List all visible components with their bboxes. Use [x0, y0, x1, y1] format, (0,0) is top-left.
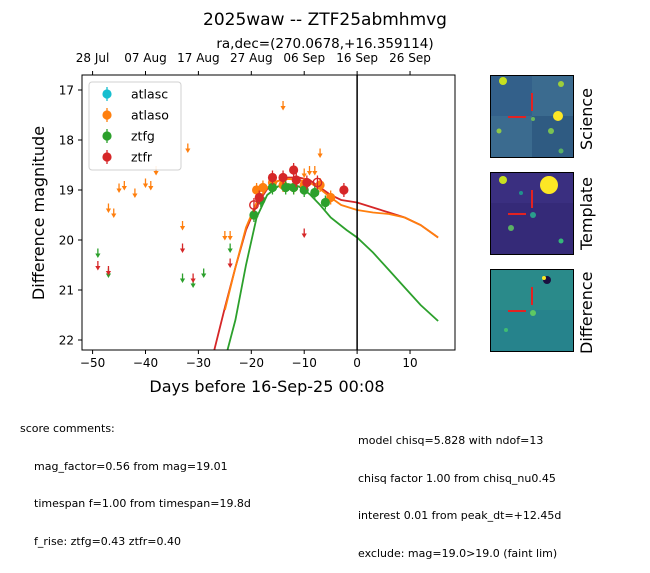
legend-entry-atlasc: atlasc	[102, 87, 168, 102]
upper-limit-atlaso	[317, 148, 323, 158]
upper-limit-atlaso	[280, 101, 286, 111]
upper-limit-atlaso	[179, 221, 186, 231]
score-comment-line: mag_factor=0.56 from mag=19.01	[34, 459, 228, 473]
legend: atlasc atlaso ztfg ztfr	[88, 81, 182, 171]
upper-limit-ztfr	[227, 258, 233, 268]
top-tick-label: 26 Sep	[389, 51, 431, 65]
data-point-ztfr	[254, 190, 264, 205]
axes-frame: −50 −40 −30 −20 −10 0 10 17 18 19 20 21 22	[59, 74, 456, 370]
science-image	[491, 76, 573, 157]
upper-limit-atlaso	[142, 178, 149, 188]
top-tick-label: 17 Aug	[177, 51, 220, 65]
science-label: Science	[577, 87, 596, 150]
y-tick-label: 21	[59, 284, 74, 298]
y-tick-label: 19	[59, 184, 74, 198]
legend-label: atlasc	[131, 87, 168, 102]
lightcurve-figure: 2025waw -- ZTF25abmhmvg ra,dec=(270.0678…	[29, 10, 456, 396]
upper-limit-atlaso	[301, 168, 307, 178]
y-tick-label: 18	[59, 134, 74, 148]
y-tick-label: 22	[59, 334, 74, 348]
model-comment-line: interest 0.01 from peak_dt=+12.45d	[358, 509, 562, 522]
data-point-ztfr	[278, 170, 288, 185]
open-point-ztfr	[249, 198, 259, 212]
y-tick-label: 17	[59, 84, 74, 98]
x-tick-label: −40	[133, 356, 158, 370]
open-point-ztfr	[312, 175, 323, 190]
upper-limit-ztfg	[227, 243, 233, 253]
model-curve-ztfg	[226, 183, 439, 350]
score-comment-line: f_rise: ztfg=0.43 ztfr=0.40	[34, 534, 181, 548]
difference-label: Difference	[577, 271, 596, 354]
difference-thumbnail	[490, 269, 574, 352]
data-point-atlaso	[258, 180, 268, 195]
x-tick-label: −20	[239, 356, 264, 370]
legend-box	[88, 81, 182, 171]
legend-label: ztfr	[131, 150, 153, 165]
legend-entry-atlaso: atlaso	[102, 108, 169, 123]
template-label: Template	[577, 176, 596, 250]
legend-entry-ztfr: ztfr	[102, 150, 153, 165]
legend-label: ztfg	[131, 129, 155, 144]
upper-limit-atlaso	[148, 181, 154, 191]
legend-label: atlaso	[131, 108, 169, 123]
upper-limit-atlaso	[222, 231, 228, 241]
x-tick-label: −10	[292, 356, 317, 370]
x-tick-label: −50	[80, 356, 105, 370]
model-comment-line: chisq factor 1.00 from chisq_nu0.45	[358, 471, 556, 485]
model-comment-line: exclude: mag=19.0>19.0 (faint lim)	[358, 546, 558, 560]
top-tick-label: 28 Jul	[76, 51, 110, 65]
plot-area	[95, 75, 439, 350]
science-thumbnail	[490, 75, 574, 158]
y-tick-label: 20	[59, 234, 74, 248]
upper-limit-atlaso	[116, 183, 122, 193]
upper-limit-atlaso	[132, 188, 138, 198]
data-point-ztfg	[310, 185, 320, 200]
data-point-ztfr	[289, 163, 299, 177]
score-comments: score comments: mag_factor=0.56 from mag…	[20, 398, 251, 561]
upper-limit-atlaso	[111, 208, 117, 218]
upper-limit-atlaso	[312, 166, 318, 176]
upper-limit-atlaso	[185, 143, 191, 153]
x-tick-label: 10	[402, 356, 417, 370]
top-date-axis: 28 Jul 07 Aug 17 Aug 27 Aug 06 Sep 16 Sep 26 S…	[76, 51, 431, 75]
upper-limit-ztfr	[95, 261, 101, 271]
upper-limit-ztfg	[95, 248, 101, 258]
model-comments: model chisq=5.828 with ndof=13 chisq fac…	[358, 410, 561, 573]
score-comments-header: score comments:	[20, 422, 115, 435]
top-tick-label: 16 Sep	[336, 51, 378, 65]
data-point-ztfg	[281, 180, 291, 195]
figure-title: 2025waw -- ZTF25abmhmvg	[203, 10, 447, 30]
template-thumbnail	[490, 172, 574, 255]
template-image	[491, 173, 573, 254]
data-point-ztfr	[267, 170, 278, 185]
data-point-ztfr	[291, 173, 301, 187]
x-axis-label: Days before 16-Sep-25 00:08	[149, 377, 384, 396]
upper-limit-ztfg	[179, 273, 186, 283]
upper-limit-atlaso	[227, 231, 233, 241]
upper-limit-atlaso	[121, 181, 127, 191]
upper-limit-atlaso	[105, 203, 112, 213]
upper-limit-ztfr	[301, 228, 307, 238]
model-comment-line: model chisq=5.828 with ndof=13	[358, 434, 544, 447]
top-tick-label: 27 Aug	[230, 51, 273, 65]
x-tick-label: −30	[186, 356, 211, 370]
upper-limit-ztfr	[190, 273, 196, 283]
difference-image	[491, 270, 573, 351]
top-tick-label: 06 Sep	[283, 51, 325, 65]
y-axis-label: Difference magnitude	[29, 126, 48, 300]
data-point-ztfr	[339, 183, 349, 197]
figure-subtitle: ra,dec=(270.0678,+16.359114)	[216, 36, 433, 52]
data-point-ztfr	[302, 175, 312, 190]
plot-border	[81, 74, 456, 351]
x-tick-label: 0	[353, 356, 361, 370]
legend-entry-ztfg: ztfg	[102, 129, 155, 144]
upper-limit-ztfr	[105, 266, 112, 276]
top-tick-label: 07 Aug	[124, 51, 167, 65]
upper-limit-ztfg	[201, 268, 207, 278]
upper-limit-atlaso	[306, 166, 313, 176]
data-point-ztfg	[320, 195, 330, 210]
upper-limit-ztfr	[179, 243, 186, 253]
